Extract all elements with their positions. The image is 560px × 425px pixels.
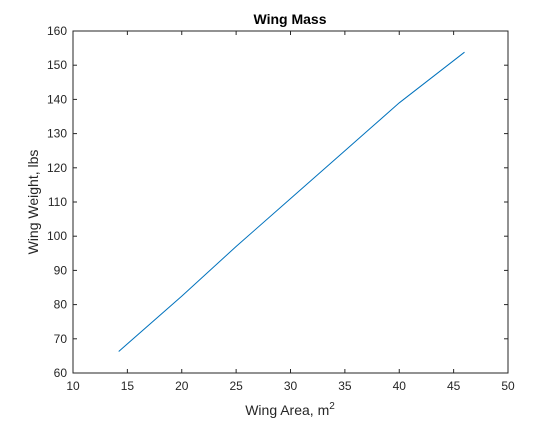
x-tick-label: 40 [393,379,407,393]
y-tick-label: 160 [47,24,67,38]
x-axis-label: Wing Area, m2 [245,401,335,418]
x-tick-label: 10 [66,379,80,393]
y-tick-label: 120 [47,161,67,175]
y-tick-label: 70 [54,332,68,346]
y-axis: 60 70 80 90 100 110 120 130 140 150 160 [47,24,508,380]
y-tick-label: 150 [47,58,67,72]
x-tick-label: 25 [229,379,243,393]
x-tick-label: 15 [121,379,135,393]
plot-area [73,31,508,373]
x-axis: 10 15 20 25 30 35 40 45 50 [66,31,515,393]
y-tick-label: 60 [54,366,68,380]
x-tick-label: 20 [175,379,189,393]
y-tick-label: 110 [48,195,67,209]
y-tick-label: 90 [54,263,68,277]
x-tick-label: 50 [501,379,515,393]
y-tick-label: 130 [47,127,67,141]
x-axis-label-text: Wing Area, m [245,402,329,418]
y-tick-label: 100 [47,229,67,243]
x-tick-label: 30 [284,379,298,393]
series-layer [118,51,465,352]
series-line [118,51,465,352]
y-tick-label: 140 [47,92,67,106]
x-tick-label: 35 [338,379,352,393]
y-axis-label: Wing Weight, lbs [25,150,41,255]
x-axis-label-superscript: 2 [329,401,335,412]
chart-title: Wing Mass [254,11,327,27]
y-tick-label: 80 [54,298,68,312]
x-tick-label: 45 [447,379,461,393]
